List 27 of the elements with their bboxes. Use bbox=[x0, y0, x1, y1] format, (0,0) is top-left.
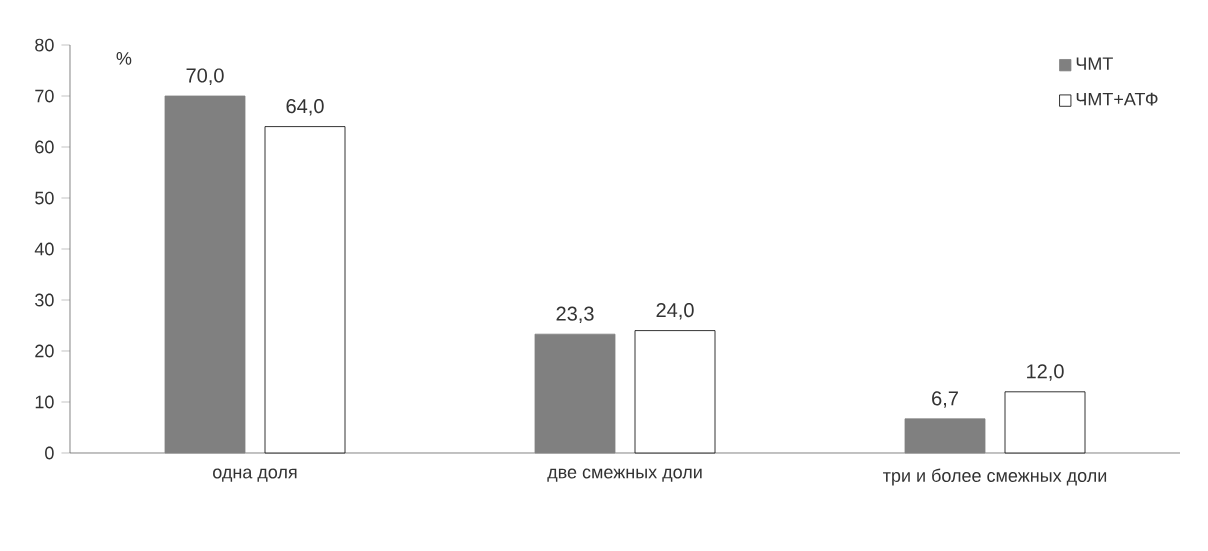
y-tick-label: 0 bbox=[45, 446, 54, 460]
data-label: 12,0 bbox=[1027, 364, 1064, 381]
legend-label: ЧМТ bbox=[1076, 57, 1113, 70]
bar bbox=[634, 330, 716, 454]
y-tick-label: 40 bbox=[34, 242, 54, 256]
x-tick-label: три и более смежных доли bbox=[883, 468, 1107, 486]
y-tick-label: 20 bbox=[35, 344, 54, 358]
bar bbox=[1004, 391, 1086, 454]
bar bbox=[264, 126, 346, 454]
data-label: 23,3 bbox=[556, 306, 594, 324]
legend-label: ЧМТ+АТФ bbox=[1076, 92, 1158, 106]
x-tick-label: две смежных доли bbox=[547, 468, 702, 482]
x-tick-label: одна доля bbox=[213, 468, 297, 482]
y-tick-label: 30 bbox=[35, 293, 54, 307]
y-axis-title: % bbox=[116, 52, 132, 65]
y-tick-label: 10 bbox=[35, 395, 54, 409]
data-label: 24,0 bbox=[656, 303, 694, 320]
bar bbox=[164, 95, 246, 454]
bar bbox=[904, 418, 986, 454]
y-tick-label: 60 bbox=[35, 140, 54, 154]
data-label: 64,0 bbox=[286, 99, 324, 116]
bar bbox=[534, 333, 616, 454]
y-tick-label: 50 bbox=[35, 191, 54, 205]
y-tick-label: 70 bbox=[35, 89, 54, 103]
data-label: 70,0 bbox=[186, 68, 224, 85]
y-tick-label: 80 bbox=[35, 38, 54, 52]
data-label: 6,7 bbox=[932, 391, 958, 408]
